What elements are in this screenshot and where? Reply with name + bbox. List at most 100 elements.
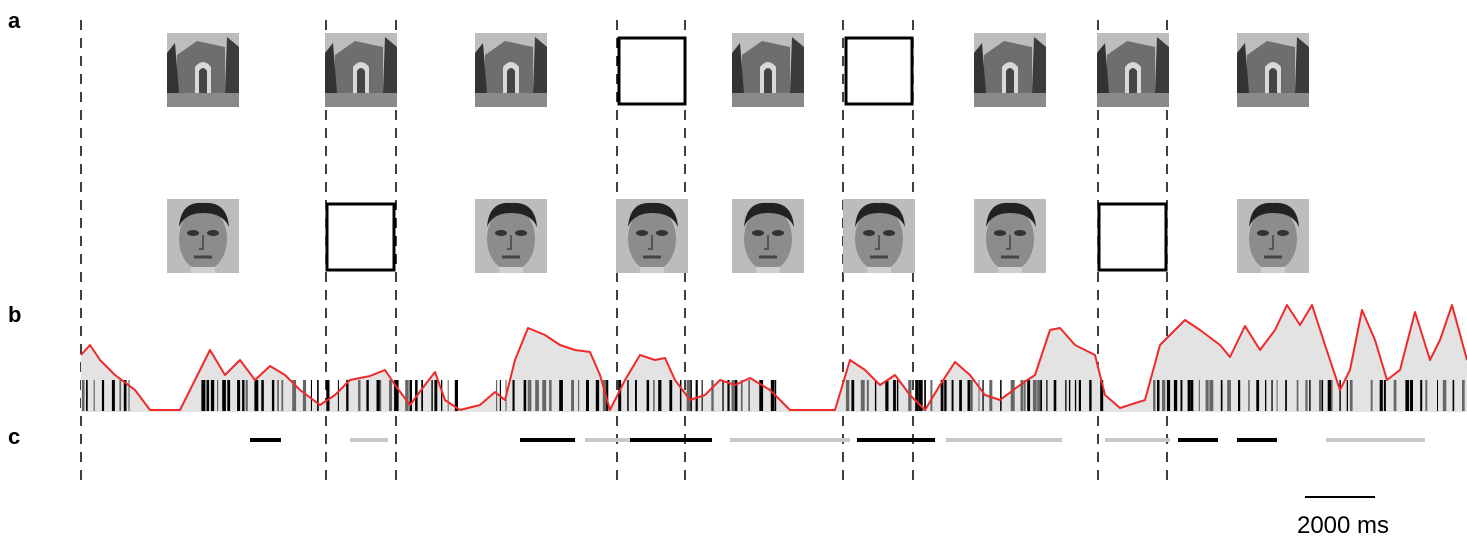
spike	[1074, 380, 1077, 411]
panel-label: b	[8, 302, 21, 327]
house-image	[167, 33, 239, 107]
empty-box	[844, 36, 914, 106]
spike	[271, 380, 275, 411]
spike	[549, 380, 552, 411]
rate-curve	[80, 304, 1467, 411]
spike	[727, 380, 730, 411]
spike	[951, 380, 954, 411]
spike	[394, 380, 398, 411]
spike	[896, 380, 899, 411]
spike	[635, 380, 637, 411]
spike	[1153, 380, 1156, 411]
spike	[245, 380, 248, 411]
spike	[944, 380, 947, 411]
spike	[409, 380, 412, 411]
spike	[1000, 380, 1002, 411]
panel-label: a	[8, 8, 21, 33]
spike	[1046, 380, 1048, 411]
spike	[915, 380, 919, 411]
spike	[734, 380, 738, 411]
spike	[119, 380, 122, 411]
spike	[885, 380, 889, 411]
spike	[1319, 380, 1323, 411]
face-image	[841, 197, 917, 275]
spike	[277, 380, 279, 411]
spike	[101, 380, 105, 411]
spike	[431, 380, 433, 411]
spike	[302, 380, 307, 411]
spike	[1322, 380, 1324, 411]
spike	[1187, 380, 1191, 411]
spike	[602, 380, 607, 411]
spike	[1065, 380, 1067, 411]
house-image	[475, 33, 547, 107]
spike	[496, 380, 498, 411]
spike	[1296, 380, 1299, 411]
spike	[1425, 380, 1428, 411]
spike	[1010, 380, 1015, 411]
spike	[711, 380, 714, 411]
spike	[1437, 380, 1438, 411]
spike	[1327, 380, 1332, 411]
spike	[1420, 380, 1423, 411]
spike	[1220, 380, 1223, 411]
spike	[397, 380, 399, 411]
empty-box	[617, 36, 687, 106]
spike	[845, 380, 850, 411]
spike	[1309, 380, 1311, 411]
spike	[1393, 380, 1397, 411]
spike	[389, 380, 392, 411]
spike	[512, 380, 515, 411]
house-image	[1097, 33, 1169, 107]
spike	[1452, 380, 1455, 411]
house-image	[1237, 33, 1309, 107]
spike	[1198, 380, 1200, 411]
spike	[893, 380, 896, 411]
face-image	[1235, 197, 1311, 275]
spike	[1040, 380, 1042, 411]
spike	[851, 380, 855, 411]
spike	[658, 380, 662, 411]
spike	[982, 380, 984, 411]
spike	[978, 380, 980, 411]
spike	[669, 380, 673, 411]
spike	[1100, 380, 1104, 411]
spike	[82, 380, 85, 411]
spike	[618, 380, 622, 411]
spike	[434, 380, 438, 411]
spike	[1209, 380, 1214, 411]
spike	[261, 380, 264, 411]
spike	[740, 380, 743, 411]
spike	[1379, 380, 1383, 411]
spike	[1027, 380, 1031, 411]
face-image	[730, 197, 806, 275]
spike	[1405, 380, 1410, 411]
spike	[310, 380, 312, 411]
spike	[254, 380, 259, 411]
spike	[93, 380, 95, 411]
spike	[535, 380, 539, 411]
spike	[559, 380, 563, 411]
spike	[1410, 380, 1413, 411]
spike	[1227, 380, 1231, 411]
spike	[1238, 380, 1241, 411]
spike	[646, 380, 650, 411]
face-image	[165, 197, 241, 275]
spike	[346, 380, 349, 411]
firing-rate	[80, 304, 1467, 412]
spike	[866, 380, 869, 411]
spike	[1346, 380, 1348, 411]
spike	[586, 380, 589, 411]
spike	[695, 380, 698, 411]
spike	[1166, 380, 1171, 411]
spike	[1248, 380, 1250, 411]
spike	[1276, 380, 1278, 411]
spike	[686, 380, 691, 411]
spike	[542, 380, 547, 411]
rate-area	[81, 305, 1467, 412]
spike	[1068, 380, 1071, 411]
spike	[86, 380, 88, 411]
spike	[1383, 380, 1386, 411]
spike	[447, 380, 449, 411]
